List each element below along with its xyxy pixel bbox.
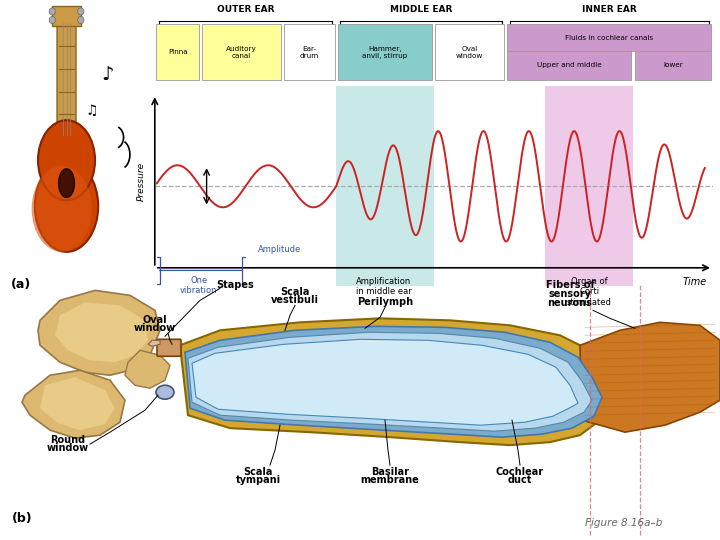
Polygon shape bbox=[185, 326, 602, 437]
Bar bbox=[507, 51, 631, 80]
Ellipse shape bbox=[38, 120, 95, 200]
Text: Ear-
drum: Ear- drum bbox=[300, 45, 319, 58]
Text: Hammer,
anvil, stirrup: Hammer, anvil, stirrup bbox=[362, 45, 408, 58]
Ellipse shape bbox=[78, 16, 84, 24]
Text: tympani: tympani bbox=[235, 475, 281, 485]
Polygon shape bbox=[192, 339, 578, 425]
Bar bbox=[336, 86, 433, 286]
Bar bbox=[338, 24, 432, 80]
Text: Basilar: Basilar bbox=[371, 467, 409, 477]
Text: duct: duct bbox=[508, 475, 532, 485]
Polygon shape bbox=[180, 319, 610, 445]
Text: Auditory
canal: Auditory canal bbox=[226, 45, 257, 58]
Text: Figure 8.16a–b: Figure 8.16a–b bbox=[585, 518, 662, 528]
Text: Pinna: Pinna bbox=[168, 49, 187, 55]
Text: Scala: Scala bbox=[280, 287, 310, 298]
Text: (a): (a) bbox=[11, 278, 31, 291]
Text: Fibers of: Fibers of bbox=[546, 280, 595, 291]
Text: Perilymph: Perilymph bbox=[357, 298, 413, 307]
Text: window: window bbox=[47, 443, 89, 453]
Text: vestibuli: vestibuli bbox=[271, 295, 319, 305]
Polygon shape bbox=[188, 332, 592, 431]
Bar bbox=[436, 24, 504, 80]
Text: Organ of
Corti
stimulated: Organ of Corti stimulated bbox=[567, 276, 612, 307]
Ellipse shape bbox=[49, 8, 55, 15]
Text: Stapes: Stapes bbox=[216, 280, 254, 291]
Bar bbox=[156, 24, 199, 80]
Text: membrane: membrane bbox=[361, 475, 419, 485]
Text: One
vibration: One vibration bbox=[180, 276, 217, 295]
Text: Fluids in cochlear canals: Fluids in cochlear canals bbox=[565, 35, 653, 41]
Text: sensory: sensory bbox=[549, 289, 592, 299]
Polygon shape bbox=[125, 350, 170, 388]
Bar bbox=[546, 86, 633, 286]
Text: Scala: Scala bbox=[243, 467, 273, 477]
Polygon shape bbox=[580, 322, 720, 432]
Text: ♪: ♪ bbox=[102, 65, 114, 84]
Bar bbox=[635, 51, 711, 80]
Polygon shape bbox=[22, 370, 125, 438]
Text: Cochlear: Cochlear bbox=[496, 467, 544, 477]
Text: Oval: Oval bbox=[143, 315, 167, 325]
Text: Time: Time bbox=[683, 276, 707, 287]
Text: MIDDLE EAR: MIDDLE EAR bbox=[390, 5, 452, 14]
Text: ♫: ♫ bbox=[86, 104, 98, 118]
FancyBboxPatch shape bbox=[57, 14, 76, 140]
Text: Amplitude: Amplitude bbox=[258, 245, 302, 254]
Text: Pressure: Pressure bbox=[136, 161, 145, 200]
Polygon shape bbox=[40, 377, 115, 430]
Ellipse shape bbox=[156, 385, 174, 399]
Text: neurons: neurons bbox=[548, 299, 593, 308]
Text: OUTER EAR: OUTER EAR bbox=[217, 5, 274, 14]
Ellipse shape bbox=[78, 8, 84, 15]
Polygon shape bbox=[38, 291, 160, 375]
Text: Round: Round bbox=[50, 435, 86, 445]
FancyBboxPatch shape bbox=[157, 339, 181, 356]
Text: Amplification
in middle ear: Amplification in middle ear bbox=[356, 276, 412, 296]
Text: lower: lower bbox=[663, 63, 683, 69]
Ellipse shape bbox=[32, 166, 92, 252]
Bar bbox=[507, 24, 711, 51]
Bar bbox=[284, 24, 335, 80]
Bar bbox=[53, 6, 81, 26]
Text: INNER EAR: INNER EAR bbox=[582, 5, 636, 14]
Text: Oval
window: Oval window bbox=[456, 45, 483, 58]
Polygon shape bbox=[55, 302, 148, 362]
Ellipse shape bbox=[35, 160, 98, 252]
Text: window: window bbox=[134, 323, 176, 333]
Ellipse shape bbox=[58, 169, 74, 198]
Bar bbox=[202, 24, 281, 80]
Text: Upper and middle: Upper and middle bbox=[537, 63, 602, 69]
Ellipse shape bbox=[49, 16, 55, 24]
Polygon shape bbox=[148, 340, 160, 346]
Text: (b): (b) bbox=[12, 512, 32, 525]
